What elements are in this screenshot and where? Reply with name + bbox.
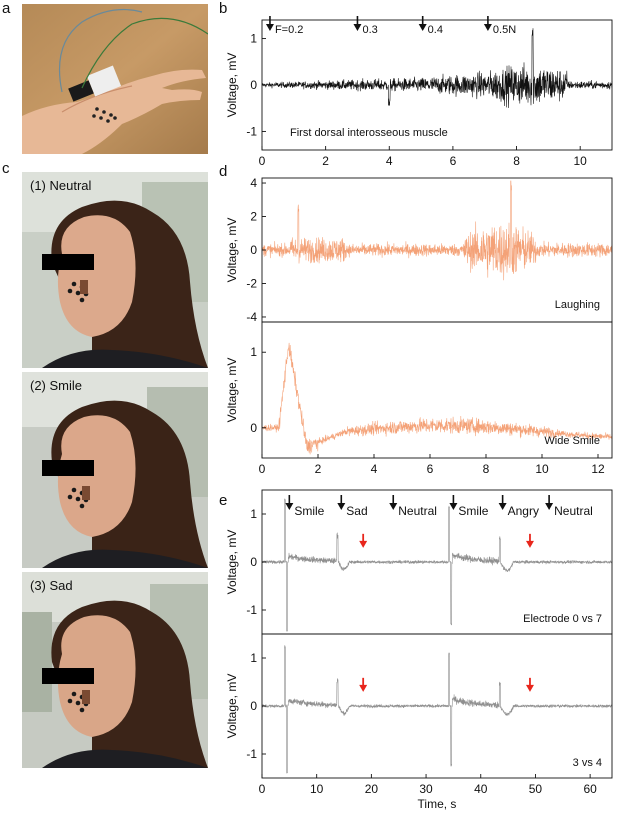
expression-marker-arrow-4 <box>498 503 507 510</box>
force-marker-arrow-0 <box>265 24 274 31</box>
y-axis-label-d1: Voltage, mV <box>225 218 239 283</box>
face-photo-neutral: (1) Neutral <box>22 172 208 368</box>
x-tick-label-d2-4: 8 <box>483 462 490 476</box>
y-tick-label-d2-0: 0 <box>250 421 257 435</box>
x-tick-label-b-0: 0 <box>259 154 266 168</box>
y-tick-label-b-2: 1 <box>250 32 257 46</box>
x-tick-label-e2-1: 10 <box>310 782 324 796</box>
x-tick-label-d2-2: 4 <box>371 462 378 476</box>
expression-marker-label-3: Smile <box>458 504 488 518</box>
y-tick-label-e1-1: 0 <box>250 555 257 569</box>
y-tick-label-e2-1: 0 <box>250 699 257 713</box>
annotation-e2: 3 vs 4 <box>573 757 602 769</box>
signal-trace-e1 <box>261 498 613 632</box>
y-axis-label-d2: Voltage, mV <box>225 358 239 423</box>
x-tick-label-e2-5: 50 <box>529 782 543 796</box>
force-marker-label-1: 0.3 <box>362 24 377 36</box>
hand-photo <box>22 4 208 154</box>
panel-letter-d: d <box>219 163 228 180</box>
panel-letter-c: c <box>2 160 10 177</box>
y-tick-label-d1-0: -4 <box>246 310 257 324</box>
annotation-b: First dorsal interosseous muscle <box>290 127 448 139</box>
face-photo-sad: (3) Sad <box>22 572 208 768</box>
photo-label-smile: (2) Smile <box>30 378 83 393</box>
y-axis-label-e1: Voltage, mV <box>225 530 239 595</box>
y-tick-label-d2-1: 1 <box>250 345 257 359</box>
annotation-d1: Laughing <box>555 299 600 311</box>
x-tick-label-b-1: 2 <box>322 154 329 168</box>
y-tick-label-d1-2: 0 <box>250 243 257 257</box>
y-tick-label-d1-4: 4 <box>250 176 257 190</box>
signal-trace-b <box>261 28 613 109</box>
y-tick-label-b-0: -1 <box>246 124 257 138</box>
x-tick-label-b-3: 6 <box>450 154 457 168</box>
y-tick-label-e2-0: -1 <box>246 747 257 761</box>
x-tick-label-d2-6: 12 <box>591 462 605 476</box>
x-tick-label-d2-3: 6 <box>427 462 434 476</box>
red-arrow-e2-1 <box>525 684 534 692</box>
y-tick-label-e2-2: 1 <box>250 651 257 665</box>
face-photo-smile: (2) Smile <box>22 372 208 568</box>
y-tick-label-d1-1: -2 <box>246 276 257 290</box>
expression-marker-arrow-0 <box>285 503 294 510</box>
x-tick-label-e2-4: 40 <box>474 782 488 796</box>
expression-marker-label-1: Sad <box>346 504 367 518</box>
x-tick-label-d2-0: 0 <box>259 462 266 476</box>
y-axis-label-b: Voltage, mV <box>225 53 239 118</box>
x-tick-label-e2-3: 30 <box>419 782 433 796</box>
signal-trace-d2 <box>261 342 613 455</box>
x-tick-label-d2-1: 2 <box>315 462 322 476</box>
signal-trace-d1 <box>261 180 613 281</box>
x-tick-label-e2-0: 0 <box>259 782 266 796</box>
expression-marker-label-0: Smile <box>294 504 324 518</box>
force-marker-label-3: 0.5N <box>493 24 516 36</box>
y-axis-label-e2: Voltage, mV <box>225 674 239 739</box>
expression-marker-arrow-1 <box>337 503 346 510</box>
expression-marker-arrow-5 <box>545 503 554 510</box>
y-tick-label-d1-3: 2 <box>250 210 257 224</box>
expression-marker-arrow-3 <box>449 503 458 510</box>
force-marker-arrow-2 <box>418 24 427 31</box>
x-tick-label-b-5: 10 <box>574 154 588 168</box>
signal-trace-e2 <box>261 645 613 774</box>
force-marker-label-0: F=0.2 <box>275 24 303 36</box>
red-arrow-e1-1 <box>525 540 534 548</box>
plot-frame-d2 <box>261 321 613 459</box>
panel-letter-a: a <box>2 0 11 17</box>
x-tick-label-e2-2: 20 <box>365 782 379 796</box>
x-axis-label-e2: Time, s <box>418 797 457 811</box>
red-arrow-e2-0 <box>359 684 368 692</box>
expression-marker-label-2: Neutral <box>398 504 437 518</box>
expression-marker-arrow-2 <box>389 503 398 510</box>
panel-letter-e: e <box>219 492 228 509</box>
y-tick-label-b-1: 0 <box>250 78 257 92</box>
annotation-d2: Wide Smile <box>544 435 600 447</box>
x-tick-label-b-2: 4 <box>386 154 393 168</box>
force-marker-label-2: 0.4 <box>428 24 443 36</box>
expression-marker-label-4: Angry <box>508 504 539 518</box>
x-tick-label-e2-6: 60 <box>583 782 597 796</box>
photo-label-sad: (3) Sad <box>30 578 73 593</box>
annotation-e1: Electrode 0 vs 7 <box>523 613 602 625</box>
x-tick-label-b-4: 8 <box>513 154 520 168</box>
photo-label-neutral: (1) Neutral <box>30 178 92 193</box>
expression-marker-label-5: Neutral <box>554 504 593 518</box>
force-marker-arrow-3 <box>483 24 492 31</box>
x-tick-label-d2-5: 10 <box>535 462 549 476</box>
force-marker-arrow-1 <box>353 24 362 31</box>
y-tick-label-e1-2: 1 <box>250 507 257 521</box>
panel-letter-b: b <box>219 0 228 17</box>
red-arrow-e1-0 <box>359 540 368 548</box>
y-tick-label-e1-0: -1 <box>246 603 257 617</box>
